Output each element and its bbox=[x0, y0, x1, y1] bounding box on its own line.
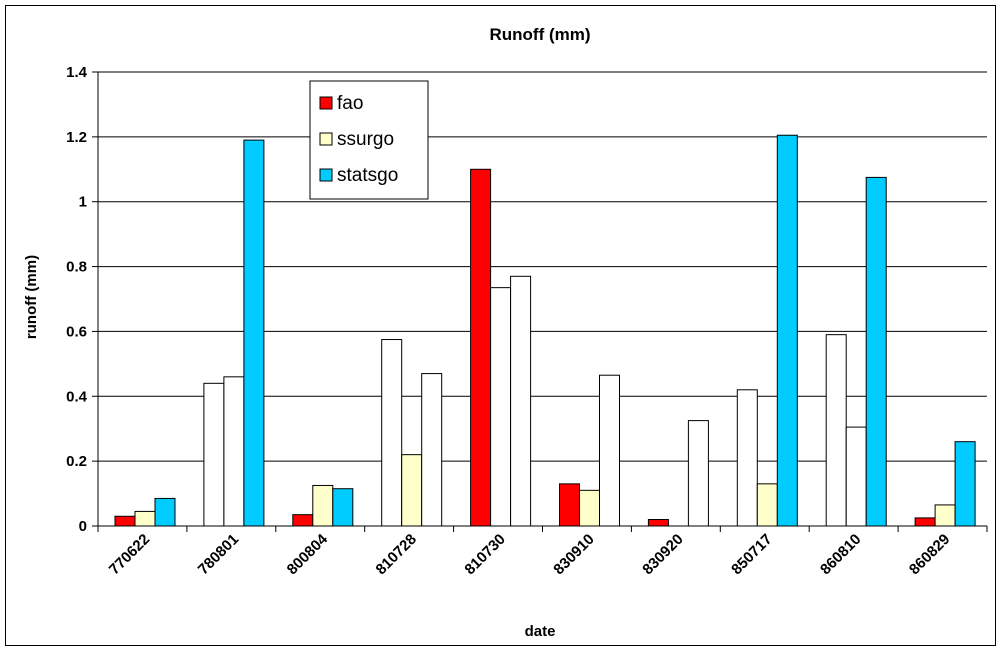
x-tick-label: 810728 bbox=[373, 531, 420, 578]
bar-statsgo-810728 bbox=[421, 373, 443, 527]
bar-ssurgo-830910 bbox=[579, 489, 600, 527]
bar-statsgo-830920 bbox=[687, 420, 709, 527]
legend: fao ssurgo statsgo bbox=[309, 80, 429, 200]
bar-chart: Runoff (mm) 0 0.2 0.4 0.6 0.8 1 1.2 1.4 770622 78… bbox=[23, 25, 988, 640]
bar-ssurgo-850717 bbox=[756, 483, 778, 527]
bar-statsgo-800804 bbox=[332, 488, 354, 527]
bar-statsgo-860829 bbox=[954, 441, 976, 527]
bar-statsgo-860810 bbox=[865, 176, 887, 527]
x-tick-label: 810730 bbox=[461, 531, 508, 578]
bar-fao-770622 bbox=[114, 515, 136, 527]
bar-statsgo-850717 bbox=[776, 134, 798, 527]
y-tick-label: 1.4 bbox=[66, 64, 88, 81]
bar-ssurgo-780801 bbox=[223, 376, 245, 527]
x-tick-label: 780801 bbox=[195, 531, 242, 578]
chart-frame: Runoff (mm) 0 0.2 0.4 0.6 0.8 1 1.2 1.4 770622 78… bbox=[5, 5, 996, 646]
y-tick-label: 0.4 bbox=[66, 388, 88, 405]
bar-fao-860829 bbox=[914, 517, 936, 527]
bar-statsgo-770622 bbox=[154, 497, 176, 527]
chart-title: Runoff (mm) bbox=[489, 25, 590, 44]
bar-fao-830920 bbox=[647, 519, 669, 527]
legend-swatch-statsgo bbox=[319, 168, 333, 182]
x-tick-label: 860810 bbox=[817, 531, 864, 578]
bar-fao-780801 bbox=[203, 382, 225, 527]
y-tick-label: 0.8 bbox=[66, 259, 87, 276]
legend-label-statsgo: statsgo bbox=[337, 165, 398, 186]
bar-statsgo-830910 bbox=[599, 374, 620, 527]
bar-fao-850717 bbox=[736, 389, 758, 527]
y-tick-label: 0 bbox=[79, 518, 87, 535]
y-tick-label: 1.2 bbox=[66, 129, 87, 146]
bar-fao-810730 bbox=[470, 168, 492, 527]
x-tick-label: 860829 bbox=[906, 531, 953, 578]
legend-label-fao: fao bbox=[337, 93, 363, 114]
x-tick-label: 830910 bbox=[550, 531, 597, 578]
x-tick-label: 770622 bbox=[106, 531, 153, 578]
bar-fao-810728 bbox=[381, 339, 403, 527]
legend-label-ssurgo: ssurgo bbox=[337, 129, 394, 150]
bar-fao-830910 bbox=[559, 483, 580, 527]
x-tick-label: 830920 bbox=[639, 531, 686, 578]
y-axis-label: runoff (mm) bbox=[23, 255, 40, 339]
bar-statsgo-780801 bbox=[243, 139, 265, 527]
bar-ssurgo-810730 bbox=[490, 287, 512, 527]
bar-statsgo-810730 bbox=[510, 275, 532, 527]
y-tick-label: 0.6 bbox=[66, 323, 87, 340]
bar-ssurgo-860829 bbox=[934, 504, 956, 527]
bar-ssurgo-810728 bbox=[401, 454, 423, 527]
bars bbox=[114, 134, 976, 527]
bar-ssurgo-800804 bbox=[312, 484, 334, 527]
bar-ssurgo-860810 bbox=[845, 426, 867, 527]
legend-swatch-fao bbox=[319, 96, 333, 110]
bar-fao-800804 bbox=[292, 514, 314, 527]
y-tick-label: 1 bbox=[79, 194, 87, 211]
x-axis-label: date bbox=[525, 623, 556, 640]
legend-swatch-ssurgo bbox=[319, 132, 333, 146]
bar-fao-860810 bbox=[825, 334, 847, 527]
x-tick-label: 850717 bbox=[728, 531, 775, 578]
x-tick-label: 800804 bbox=[284, 530, 332, 578]
y-tick-label: 0.2 bbox=[66, 453, 87, 470]
bar-ssurgo-770622 bbox=[134, 510, 156, 527]
